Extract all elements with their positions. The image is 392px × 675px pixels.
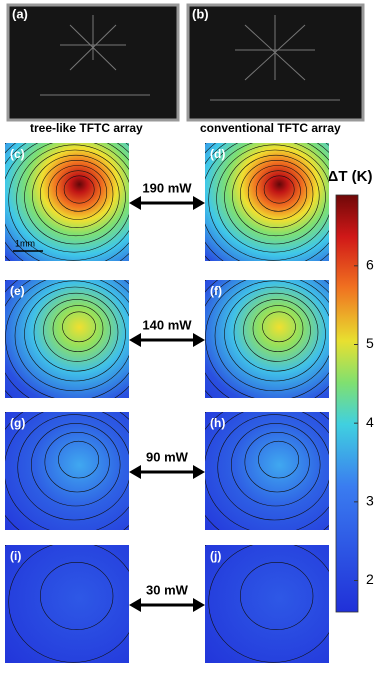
panel-label: (i) [10,549,21,563]
contour [16,144,129,253]
panel-label: (f) [210,284,222,298]
contour [217,414,329,521]
panel-label: (b) [192,6,209,21]
contour [240,160,314,228]
map-body [205,412,329,530]
contour-map: (f) [205,280,329,398]
panel-label: (e) [10,284,25,298]
contour [24,286,126,382]
contour [33,292,119,372]
colorbar-tick-label: 4 [366,414,374,430]
contour [30,423,121,507]
contour-map: (d) [205,143,329,261]
contour [208,143,329,261]
contour [230,423,321,507]
colorbar [335,194,359,613]
contour-map: (i) [5,545,129,663]
photo-b [186,3,365,122]
panel-label: (h) [210,416,225,430]
contour [240,562,314,630]
contour [224,149,326,245]
colorbar-tick-label: 3 [366,493,374,509]
contour [224,286,326,382]
heat [205,545,329,663]
contour [40,160,114,228]
map-body [205,280,329,398]
power-label: 90 mW [146,449,189,464]
contour [233,292,319,372]
contour [40,562,114,630]
contour [63,175,95,204]
power-label: 190 mW [142,180,192,195]
contour [247,165,308,220]
panel-label: (j) [210,549,221,563]
contour [232,154,320,237]
colorbar-tick-label: 6 [366,257,374,273]
contour [214,280,329,392]
contour [24,149,126,245]
contour [62,311,96,343]
contour [258,440,300,479]
panel-label: (d) [210,147,225,161]
contour [55,170,101,212]
contour [44,431,110,493]
contour [17,414,129,521]
scale-bar-label: 1mm [15,238,35,248]
colorbar-title: ΔT (K) [328,168,373,185]
contour-map: (e) [5,280,129,398]
map-body [205,545,329,663]
panel-label: (g) [10,416,25,430]
colorbar-tick-label: 5 [366,335,374,351]
colorbar-tick-label: 2 [366,571,374,587]
contour [216,144,329,253]
contour [8,143,129,261]
panel-label: (c) [10,147,25,161]
caption: conventional TFTC array [200,121,341,135]
contour [43,299,111,362]
contour [32,154,120,237]
contour [262,311,296,343]
contour-map: (g) [5,412,129,530]
contour-map: (h) [205,412,329,530]
map-body [5,143,129,261]
contour [263,175,295,204]
contour-map: (j) [205,545,329,663]
heat [5,280,129,398]
photo-a [6,3,180,122]
heat [5,545,129,663]
map-body [5,545,129,663]
contour [47,165,108,220]
map-body [5,280,129,398]
heat [205,280,329,398]
panel-label: (a) [12,6,28,21]
contour [208,545,329,663]
heat [5,143,129,261]
contour [5,280,129,398]
contour-map: (c) 1mm [5,143,129,261]
contour [244,431,310,493]
contour [14,280,129,392]
contour [205,280,329,398]
contour [8,545,129,663]
heat [205,143,329,261]
contour [52,305,104,352]
contour [252,305,304,352]
map-body [205,143,329,261]
power-label: 140 mW [142,317,192,332]
caption: tree-like TFTC array [30,121,143,135]
power-label: 30 mW [146,582,189,597]
contour [58,440,100,479]
map-body [5,412,129,530]
contour [243,299,311,362]
contour [255,170,301,212]
